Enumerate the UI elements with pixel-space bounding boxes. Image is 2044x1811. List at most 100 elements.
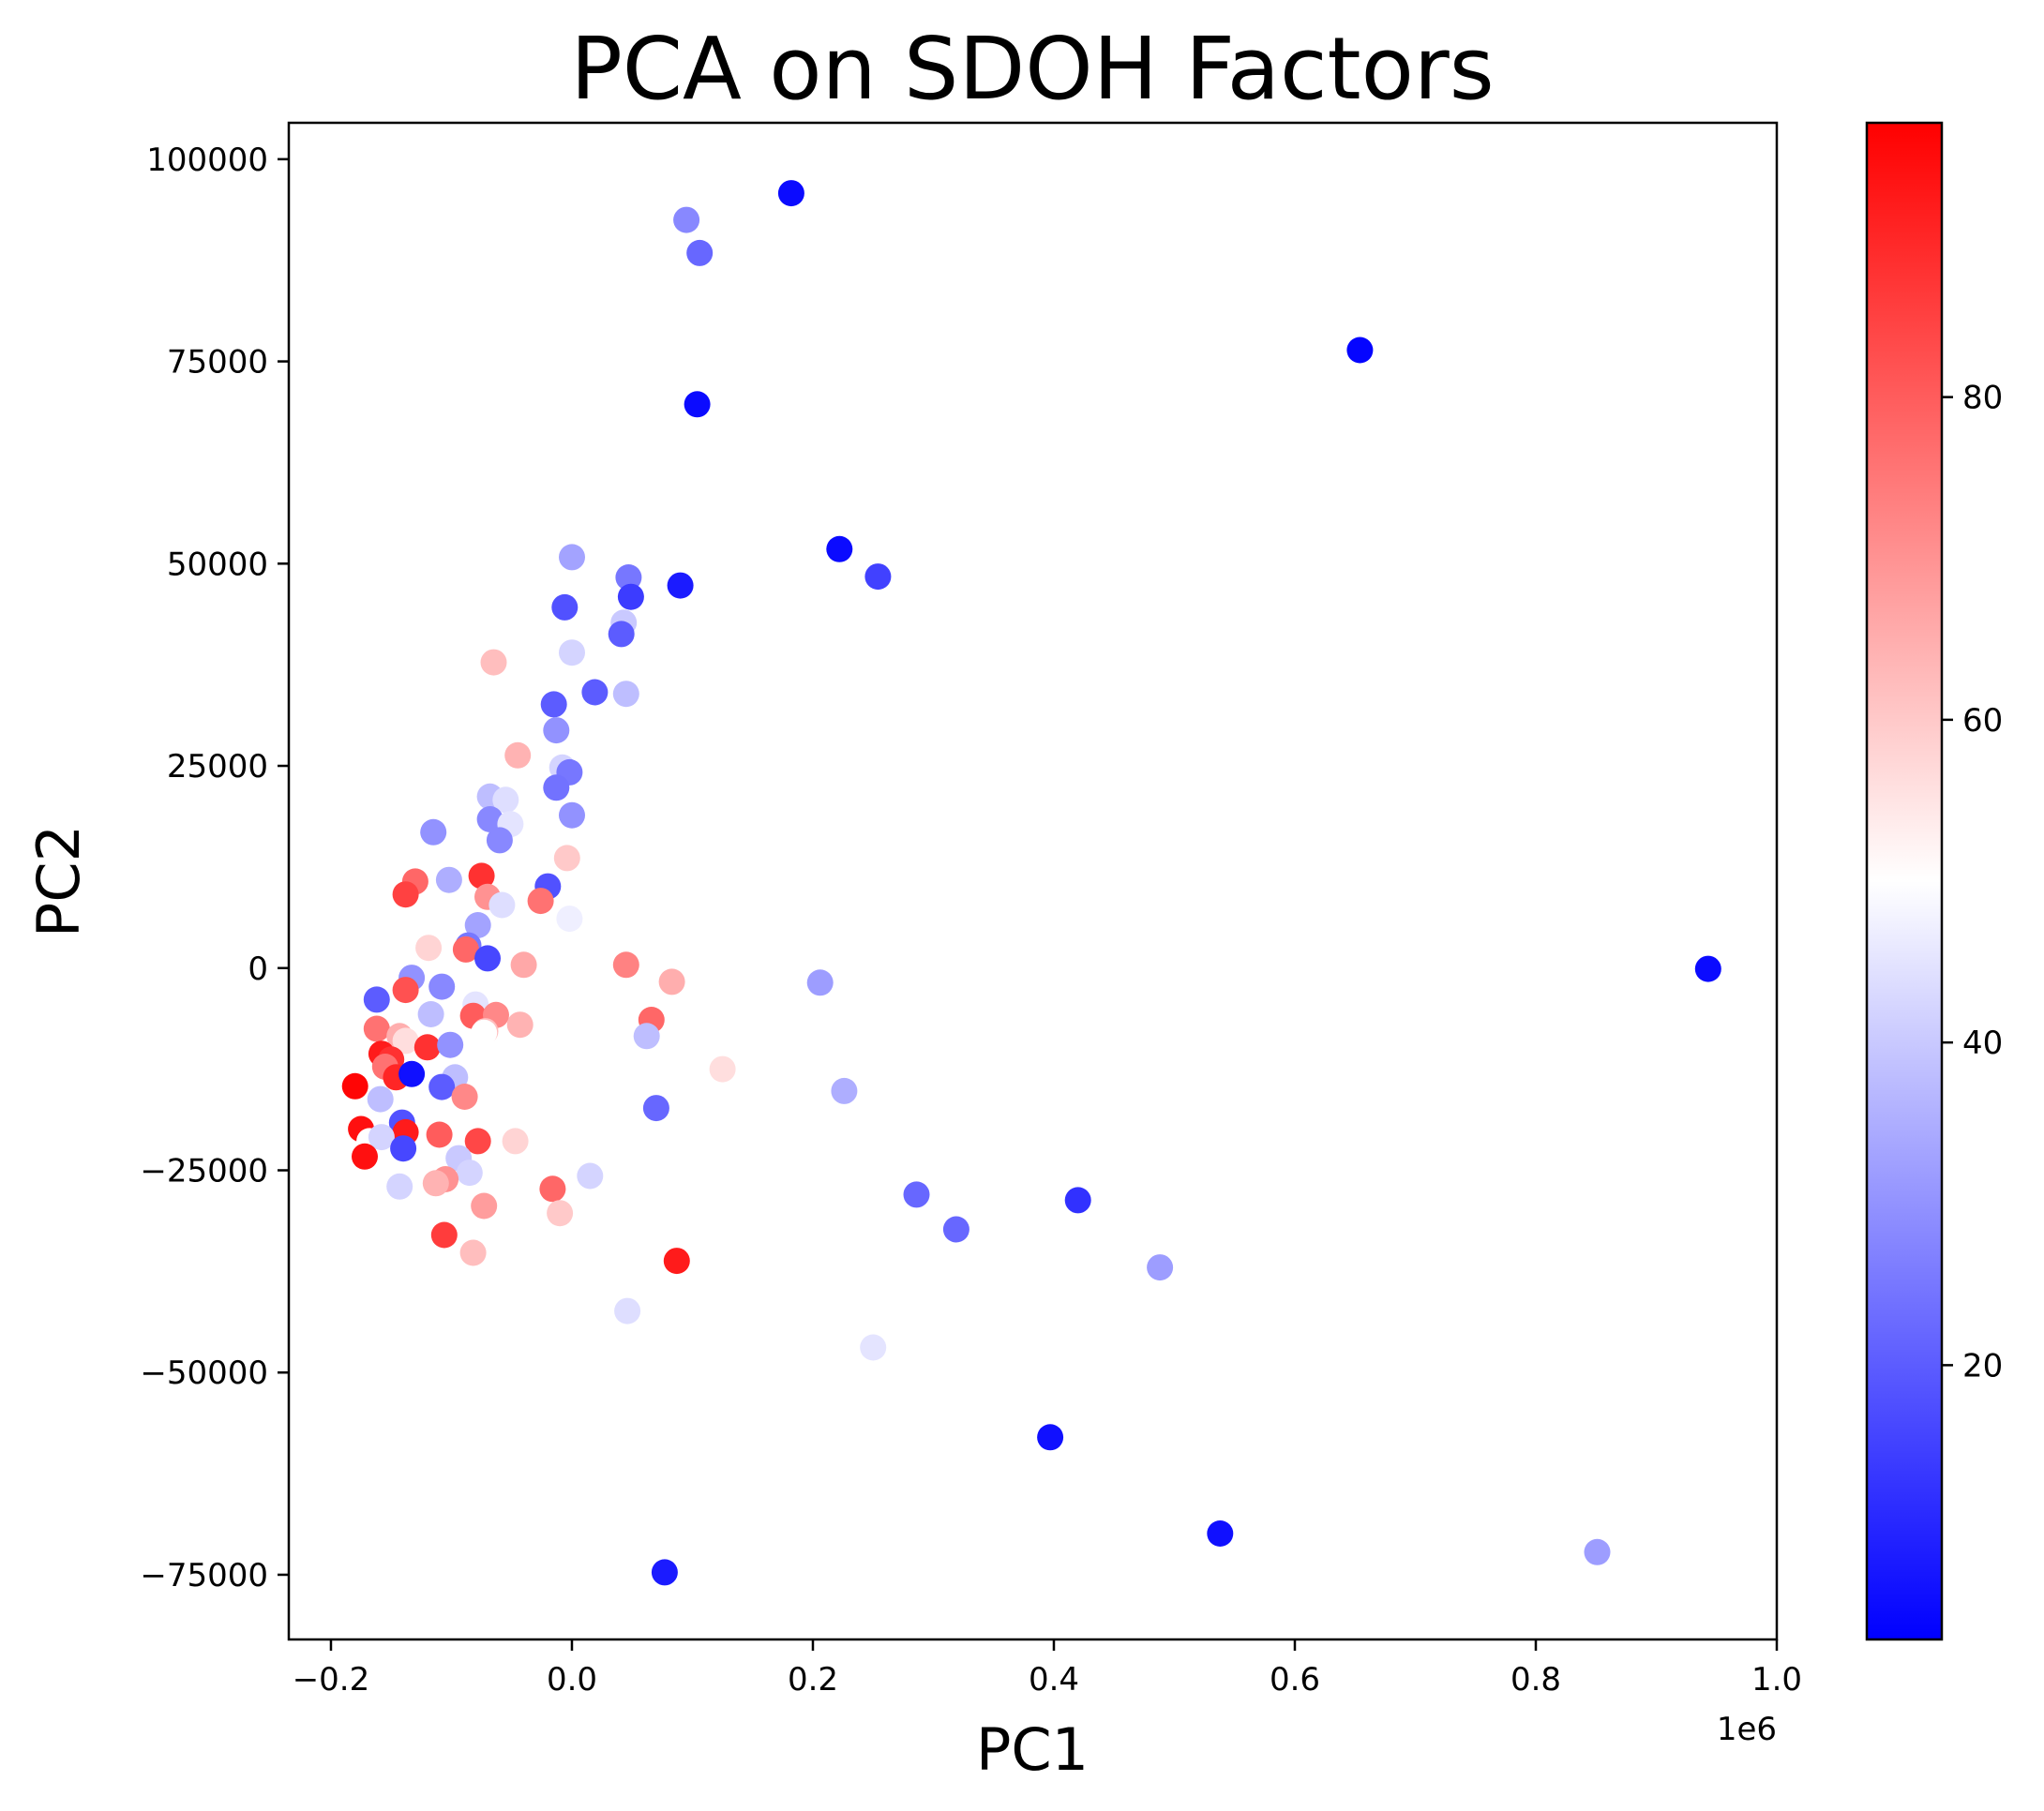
plot-frame: [287, 121, 1779, 1641]
data-point: [426, 1121, 453, 1148]
data-point: [651, 1559, 678, 1586]
colorbar-tick-label: 40: [1962, 1025, 2003, 1062]
data-point: [551, 593, 579, 621]
data-point: [540, 691, 567, 718]
y-tick-label: 25000: [167, 748, 268, 786]
data-point: [612, 681, 639, 708]
data-point: [417, 1001, 444, 1027]
colorbar-ticks: 20 40 60 80: [1942, 380, 2003, 1384]
x-axis: −0.2 0.0 0.2 0.4 0.6 0.8 1.0: [293, 1639, 1802, 1699]
chart-title: PCA on SDOH Factors: [570, 19, 1494, 119]
x-tick-label: 0.8: [1510, 1661, 1561, 1699]
y-axis: −75000 −50000 −25000 0 25000 50000 75000 100000: [140, 142, 289, 1594]
x-tick-label: 0.4: [1029, 1661, 1079, 1699]
data-point: [392, 977, 419, 1004]
data-point: [352, 1143, 378, 1170]
y-tick-label: −75000: [140, 1557, 268, 1594]
data-point: [367, 1085, 394, 1113]
data-point: [492, 786, 519, 814]
data-point: [642, 1095, 669, 1122]
points-layer: [341, 180, 1721, 1586]
data-point: [459, 1239, 487, 1266]
data-point: [504, 741, 532, 769]
data-point: [577, 1162, 604, 1190]
x-tick-label: 0.0: [547, 1661, 597, 1699]
y-tick-label: 75000: [167, 344, 268, 382]
data-point: [486, 827, 513, 854]
data-point: [684, 391, 711, 418]
data-point: [673, 206, 700, 233]
data-point: [614, 1297, 641, 1325]
data-point: [506, 1011, 534, 1039]
data-point: [451, 1084, 478, 1110]
data-point: [437, 1031, 464, 1058]
data-point: [543, 774, 570, 801]
data-point: [435, 866, 462, 893]
data-point: [543, 717, 570, 744]
y-tick-label: 100000: [146, 142, 268, 179]
data-point: [1147, 1254, 1174, 1281]
y-tick-label: −25000: [140, 1152, 268, 1190]
data-point: [368, 1124, 395, 1151]
data-point: [1207, 1520, 1234, 1547]
data-point: [903, 1181, 930, 1208]
data-point: [341, 1072, 368, 1100]
data-point: [480, 649, 507, 676]
data-point: [471, 1192, 498, 1220]
data-point: [806, 969, 834, 996]
data-point: [1346, 337, 1374, 364]
data-point: [392, 1027, 419, 1055]
data-point: [420, 818, 447, 846]
y-axis-title: PC2: [24, 825, 93, 937]
data-point: [633, 1023, 660, 1050]
data-point: [559, 639, 585, 666]
y-tick-label: 50000: [167, 546, 268, 583]
data-point: [413, 1034, 441, 1061]
data-point: [942, 1216, 969, 1243]
data-point: [527, 888, 554, 915]
x-tick-label: 1.0: [1751, 1661, 1802, 1699]
x-axis-offset-label: 1e6: [1717, 1711, 1777, 1748]
x-tick-label: 0.2: [788, 1661, 838, 1699]
data-point: [1064, 1187, 1091, 1214]
data-point: [428, 973, 456, 1000]
data-point: [476, 806, 503, 832]
data-point: [831, 1077, 858, 1104]
colorbar-tick-label: 80: [1962, 380, 2003, 417]
data-point: [864, 563, 892, 591]
data-point: [826, 535, 853, 562]
data-point: [398, 1060, 426, 1087]
data-point: [617, 583, 644, 610]
data-point: [615, 564, 642, 591]
data-point: [539, 1175, 566, 1203]
data-point: [468, 862, 495, 890]
data-point: [510, 951, 537, 979]
colorbar: [1865, 121, 1944, 1641]
data-point: [547, 1200, 574, 1227]
x-tick-label: −0.2: [293, 1661, 370, 1699]
data-point: [556, 906, 583, 933]
data-point: [860, 1334, 887, 1361]
data-point: [464, 1128, 491, 1155]
data-point: [667, 572, 694, 599]
x-tick-label: 0.6: [1270, 1661, 1320, 1699]
data-point: [471, 1019, 498, 1046]
data-point: [474, 945, 501, 972]
data-point: [390, 1135, 417, 1162]
data-point: [415, 935, 443, 962]
data-point: [464, 912, 491, 938]
data-point: [428, 1073, 456, 1100]
data-point: [709, 1055, 736, 1083]
data-point: [392, 881, 419, 908]
data-point: [777, 180, 804, 207]
data-point: [686, 239, 714, 266]
data-point: [581, 679, 609, 706]
data-point: [663, 1248, 690, 1275]
data-point: [612, 951, 639, 979]
data-point: [363, 986, 390, 1013]
data-point: [502, 1128, 529, 1155]
data-point: [553, 845, 580, 872]
data-point: [1694, 955, 1721, 982]
